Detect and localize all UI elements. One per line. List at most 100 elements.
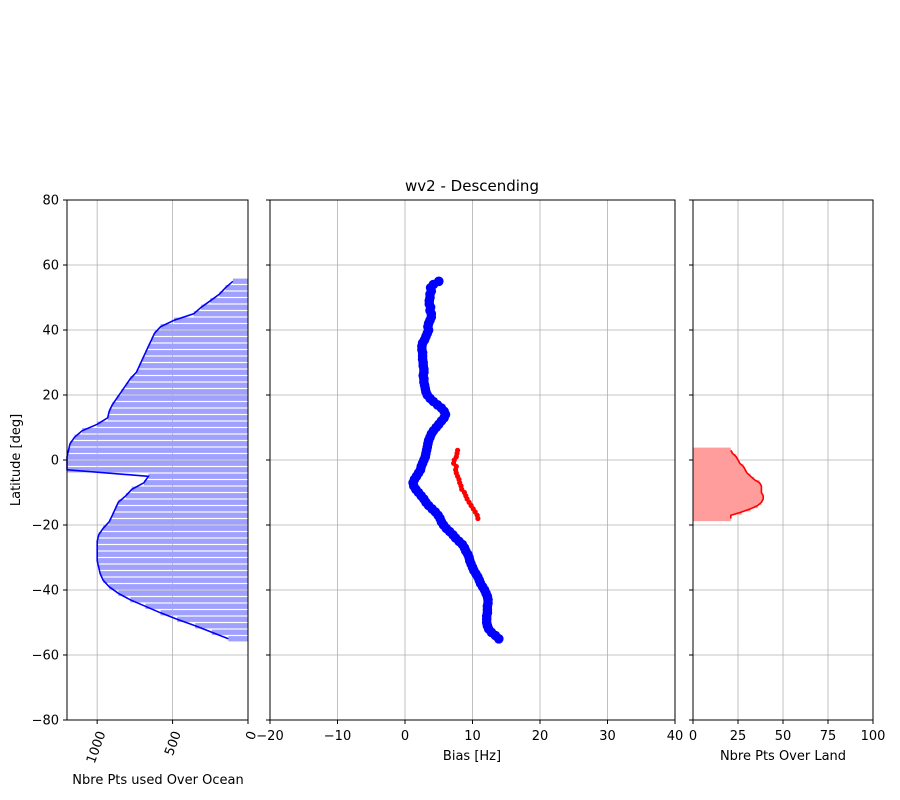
count-bar bbox=[148, 343, 248, 349]
count-bar bbox=[74, 434, 249, 440]
ocean-x-axis-label: Nbre Pts used Over Ocean bbox=[72, 773, 243, 788]
count-bar bbox=[130, 376, 248, 382]
bias-point-ocean bbox=[494, 634, 504, 644]
count-bar bbox=[70, 441, 249, 447]
count-bar bbox=[97, 545, 249, 551]
count-bar bbox=[693, 467, 746, 473]
bias-x-axis-label: Bias [Hz] bbox=[443, 749, 501, 764]
x-tick-label: −20 bbox=[256, 729, 283, 744]
x-tick-label: −10 bbox=[324, 729, 351, 744]
count-bar bbox=[109, 519, 248, 525]
count-bar bbox=[693, 480, 760, 486]
count-bar bbox=[145, 603, 248, 609]
count-bar bbox=[142, 356, 248, 362]
count-bar bbox=[125, 493, 248, 499]
land-x-axis-label: Nbre Pts Over Land bbox=[720, 749, 846, 764]
count-bar bbox=[693, 483, 762, 489]
count-bar bbox=[103, 577, 248, 583]
bias-point-land bbox=[475, 515, 481, 522]
x-tick-label: 40 bbox=[667, 729, 684, 744]
count-bar bbox=[693, 486, 762, 492]
count-bar bbox=[115, 506, 249, 512]
count-bar bbox=[67, 460, 248, 466]
count-bar bbox=[112, 402, 248, 408]
count-bar bbox=[136, 369, 248, 375]
count-bar bbox=[154, 330, 248, 336]
count-bar bbox=[693, 496, 764, 502]
count-bar bbox=[130, 597, 248, 603]
count-bar bbox=[193, 311, 248, 317]
count-bar bbox=[109, 408, 248, 414]
x-tick-label: 75 bbox=[820, 729, 837, 744]
x-tick-label: 50 bbox=[775, 729, 792, 744]
x-tick-label: 25 bbox=[730, 729, 747, 744]
count-bar bbox=[693, 489, 762, 496]
count-bar bbox=[67, 467, 248, 473]
count-bar bbox=[82, 428, 248, 434]
count-bar bbox=[210, 298, 248, 304]
count-bar bbox=[693, 473, 751, 479]
count-bar bbox=[232, 278, 248, 284]
count-bar bbox=[148, 473, 248, 479]
x-tick-label: 500 bbox=[162, 729, 185, 757]
count-bar bbox=[118, 499, 249, 505]
count-outline bbox=[730, 449, 764, 519]
count-bar bbox=[211, 629, 248, 635]
x-tick-label: 0 bbox=[689, 729, 697, 744]
count-bar bbox=[98, 532, 248, 538]
count-bar bbox=[693, 506, 751, 512]
count-bar bbox=[228, 636, 248, 642]
y-tick-label: 60 bbox=[42, 259, 59, 274]
y-tick-label: −80 bbox=[32, 714, 59, 729]
land-count-panel: 0 25 50 75 100 bbox=[689, 199, 885, 744]
count-bar bbox=[195, 623, 248, 629]
y-tick-label: 40 bbox=[42, 324, 59, 339]
chart-title: wv2 - Descending bbox=[405, 177, 539, 195]
count-bar bbox=[693, 460, 740, 466]
count-bar bbox=[151, 337, 248, 343]
count-bar bbox=[100, 571, 248, 577]
count-bar bbox=[693, 515, 731, 522]
x-tick-label: 1000 bbox=[84, 729, 109, 765]
count-bar bbox=[693, 499, 762, 505]
y-tick-label: 80 bbox=[42, 194, 59, 209]
count-bar bbox=[693, 509, 742, 515]
count-bar bbox=[67, 454, 248, 460]
count-bar bbox=[693, 502, 758, 509]
bias-panel: −20 −10 0 10 20 30 40 bbox=[256, 199, 684, 744]
count-bar bbox=[693, 470, 747, 476]
count-bar bbox=[116, 395, 249, 401]
y-tick-label: 0 bbox=[51, 454, 59, 469]
count-bar bbox=[139, 363, 248, 369]
count-bar bbox=[118, 590, 249, 596]
count-bar bbox=[201, 304, 248, 310]
count-bar bbox=[219, 291, 248, 297]
count-bar bbox=[693, 447, 731, 453]
count-bar bbox=[97, 558, 249, 564]
count-bar bbox=[97, 551, 249, 557]
count-bar bbox=[97, 538, 249, 544]
count-bar bbox=[177, 616, 248, 622]
y-tick-label: 20 bbox=[42, 389, 59, 404]
count-bar bbox=[143, 480, 248, 486]
count-bar bbox=[693, 476, 755, 483]
x-tick-label: 0 bbox=[401, 729, 409, 744]
count-bar bbox=[131, 486, 248, 492]
count-bar bbox=[98, 564, 248, 570]
count-bar bbox=[109, 584, 248, 590]
count-bar bbox=[225, 285, 248, 291]
count-bar bbox=[160, 610, 248, 616]
y-tick-label: −40 bbox=[32, 584, 59, 599]
y-axis-label: Latitude [deg] bbox=[9, 414, 24, 506]
count-bar bbox=[693, 454, 737, 460]
count-bar bbox=[693, 463, 744, 470]
count-bar bbox=[693, 457, 738, 463]
count-bar bbox=[121, 389, 248, 395]
y-tick-label: −60 bbox=[32, 649, 59, 664]
count-bar bbox=[103, 525, 248, 531]
count-bar bbox=[693, 512, 731, 518]
count-bar bbox=[145, 350, 248, 356]
x-tick-label: 20 bbox=[532, 729, 549, 744]
